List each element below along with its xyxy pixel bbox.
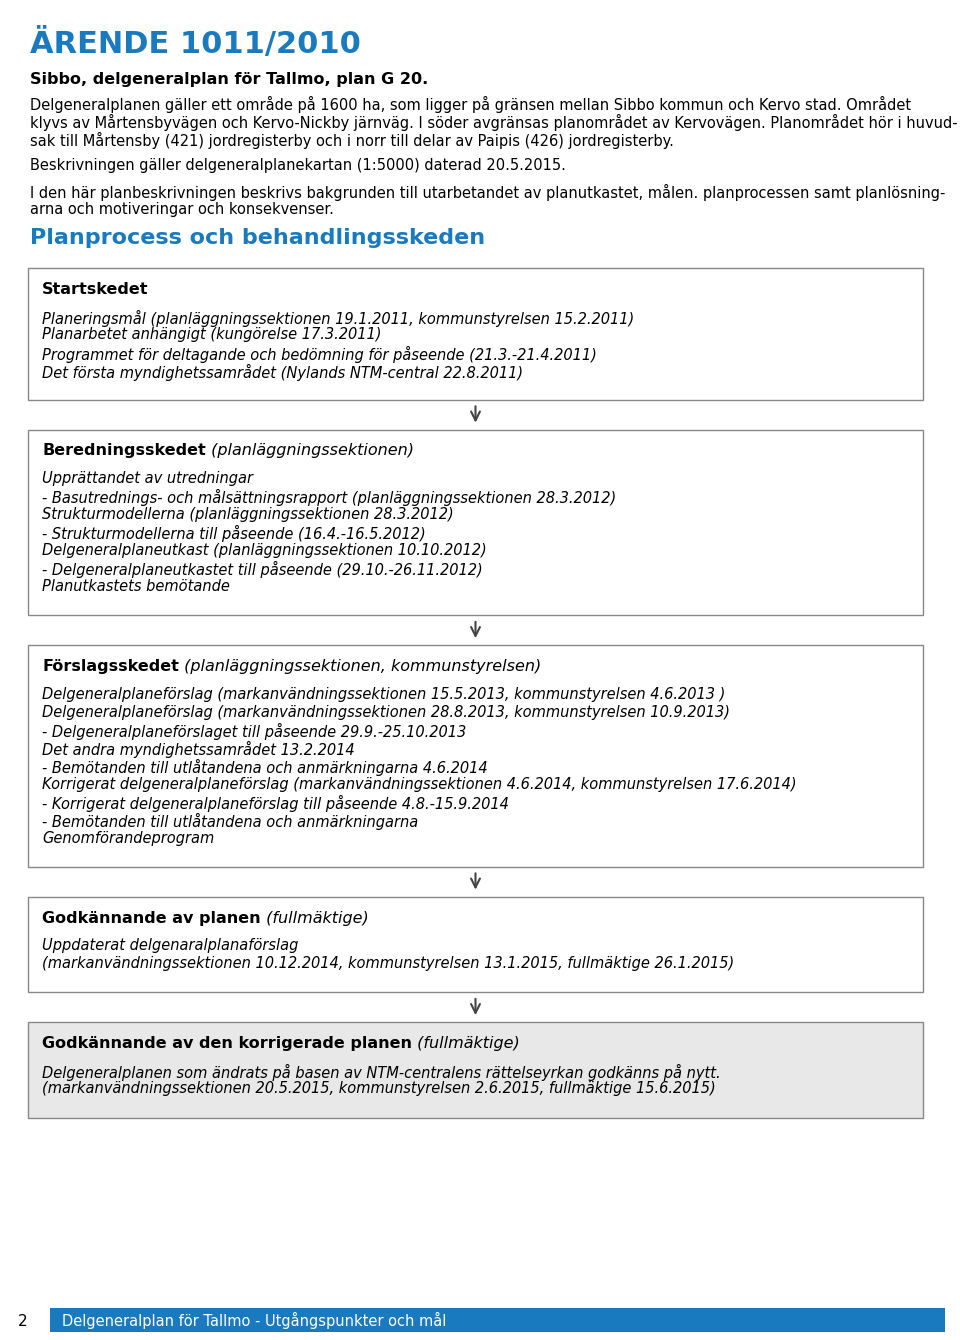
Text: Godkännande av planen: Godkännande av planen	[42, 910, 260, 926]
Bar	[28, 268, 923, 399]
Text: - Delgeneralplaneutkastet till påseende (29.10.-26.11.2012): - Delgeneralplaneutkastet till påseende …	[42, 561, 483, 578]
Text: Delgeneralplanen som ändrats på basen av NTM-centralens rättelseyrkan godkänns p: Delgeneralplanen som ändrats på basen av…	[42, 1064, 721, 1080]
Text: - Delgeneralplaneförslaget till påseende 29.9.-25.10.2013: - Delgeneralplaneförslaget till påseende…	[42, 722, 467, 740]
Text: Beredningsskedet: Beredningsskedet	[42, 444, 205, 458]
Text: Strukturmodellerna (planläggningssektionen 28.3.2012): Strukturmodellerna (planläggningssektion…	[42, 507, 454, 523]
Text: Planarbetet anhängigt (kungörelse 17.3.2011): Planarbetet anhängigt (kungörelse 17.3.2…	[42, 327, 381, 343]
Bar	[28, 1022, 923, 1118]
Text: klyvs av Mårtensbyvägen och Kervo-Nickby järnväg. I söder avgränsas planområdet : klyvs av Mårtensbyvägen och Kervo-Nickby…	[30, 114, 958, 131]
Text: I den här planbeskrivningen beskrivs bakgrunden till utarbetandet av planutkaste: I den här planbeskrivningen beskrivs bak…	[30, 184, 946, 201]
Bar	[28, 430, 923, 615]
Text: Godkännande av den korrigerade planen: Godkännande av den korrigerade planen	[42, 1036, 412, 1051]
Text: sak till Mårtensby (421) jordregisterby och i norr till delar av Paipis (426) jo: sak till Mårtensby (421) jordregisterby …	[30, 133, 674, 149]
Text: Delgeneralplanen gäller ett område på 1600 ha, som ligger på gränsen mellan Sibb: Delgeneralplanen gäller ett område på 16…	[30, 96, 911, 113]
Text: 2: 2	[18, 1315, 28, 1329]
Text: Delgeneralplaneförslag (markanvändningssektionen 28.8.2013, kommunstyrelsen 10.9: Delgeneralplaneförslag (markanvändningss…	[42, 705, 730, 720]
Text: Sibbo, delgeneralplan för Tallmo, plan G 20.: Sibbo, delgeneralplan för Tallmo, plan G…	[30, 72, 428, 87]
Text: Genomförandeprogram: Genomförandeprogram	[42, 831, 214, 846]
Bar	[28, 645, 923, 867]
Text: (planläggningssektionen, kommunstyrelsen): (planläggningssektionen, kommunstyrelsen…	[179, 659, 541, 674]
Text: Startskedet: Startskedet	[42, 281, 149, 297]
Text: ÄRENDE 1011/2010: ÄRENDE 1011/2010	[30, 28, 361, 59]
Text: Beskrivningen gäller delgeneralplanekartan (1:5000) daterad 20.5.2015.: Beskrivningen gäller delgeneralplanekart…	[30, 158, 565, 173]
Bar	[28, 896, 923, 992]
Text: Uppdaterat delgenaralplanaförslag: Uppdaterat delgenaralplanaförslag	[42, 938, 299, 953]
Text: Delgeneralplan för Tallmo - Utgångspunkter och mål: Delgeneralplan för Tallmo - Utgångspunkt…	[62, 1312, 446, 1328]
Text: (markanvändningssektionen 20.5.2015, kommunstyrelsen 2.6.2015, fullmäktige 15.6.: (markanvändningssektionen 20.5.2015, kom…	[42, 1081, 716, 1096]
Text: Förslagsskedet: Förslagsskedet	[42, 659, 179, 674]
Text: - Strukturmodellerna till påseende (16.4.-16.5.2012): - Strukturmodellerna till påseende (16.4…	[42, 525, 425, 541]
Text: - Bemötanden till utlåtandena och anmärkningarna 4.6.2014: - Bemötanden till utlåtandena och anmärk…	[42, 758, 488, 776]
Text: Korrigerat delgeneralplaneförslag (markanvändningssektionen 4.6.2014, kommunstyr: Korrigerat delgeneralplaneförslag (marka…	[42, 776, 797, 792]
Text: Det första myndighetssamrådet (Nylands NTM-central 22.8.2011): Det första myndighetssamrådet (Nylands N…	[42, 363, 523, 381]
Text: Programmet för deltagande och bedömning för påseende (21.3.-21.4.2011): Programmet för deltagande och bedömning …	[42, 346, 597, 363]
Text: Det andra myndighetssamrådet 13.2.2014: Det andra myndighetssamrådet 13.2.2014	[42, 741, 354, 757]
Bar	[50, 1308, 945, 1332]
Text: (fullmäktige): (fullmäktige)	[412, 1036, 519, 1051]
Text: Upprättandet av utredningar: Upprättandet av utredningar	[42, 470, 253, 486]
Text: Planprocess och behandlingsskeden: Planprocess och behandlingsskeden	[30, 228, 485, 248]
Text: Planutkastets bemötande: Planutkastets bemötande	[42, 579, 229, 594]
Text: Planeringsmål (planläggningssektionen 19.1.2011, kommunstyrelsen 15.2.2011): Planeringsmål (planläggningssektionen 19…	[42, 310, 635, 327]
Text: (markanvändningssektionen 10.12.2014, kommunstyrelsen 13.1.2015, fullmäktige 26.: (markanvändningssektionen 10.12.2014, ko…	[42, 955, 734, 972]
Text: - Korrigerat delgeneralplaneförslag till påseende 4.8.-15.9.2014: - Korrigerat delgeneralplaneförslag till…	[42, 795, 509, 812]
Text: - Bemötanden till utlåtandena och anmärkningarna: - Bemötanden till utlåtandena och anmärk…	[42, 812, 419, 829]
Text: - Basutrednings- och målsättningsrapport (planläggningssektionen 28.3.2012): - Basutrednings- och målsättningsrapport…	[42, 489, 616, 507]
Text: (planläggningssektionen): (planläggningssektionen)	[205, 444, 414, 458]
Text: Delgeneralplaneutkast (planläggningssektionen 10.10.2012): Delgeneralplaneutkast (planläggningssekt…	[42, 543, 487, 557]
Text: Delgeneralplaneförslag (markanvändningssektionen 15.5.2013, kommunstyrelsen 4.6.: Delgeneralplaneförslag (markanvändningss…	[42, 686, 726, 702]
Text: (fullmäktige): (fullmäktige)	[260, 910, 369, 926]
Text: arna och motiveringar och konsekvenser.: arna och motiveringar och konsekvenser.	[30, 202, 334, 217]
